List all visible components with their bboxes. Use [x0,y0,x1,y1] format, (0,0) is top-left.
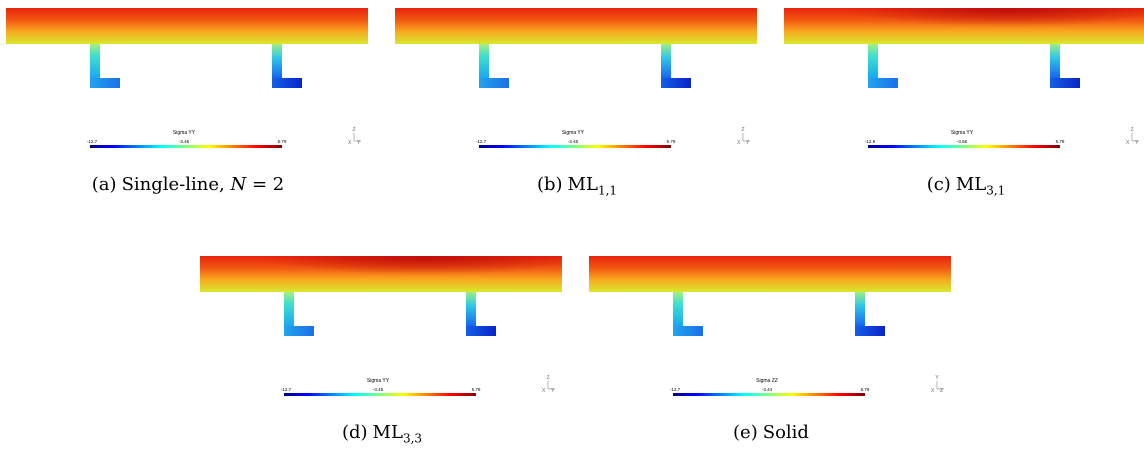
panel-caption: (a) Single-line, N = 2 [0,174,376,195]
panel-label: (a) [91,174,117,195]
axis-right-label: Z [940,388,943,394]
panel-caption: (d) ML3,3 [194,422,570,446]
colorbar [868,145,1060,148]
left-support [673,292,703,336]
colorbar-max-label: 5.79 [861,387,870,392]
slab [6,8,368,44]
left-support [479,44,509,88]
slab-stress-hotspot [200,256,562,292]
contour-plot: Sigma YY -12.7 -3.45 5.79 Z Y X [395,8,757,148]
slab [589,256,951,292]
colorbar-mid-label: -3.45 [179,139,190,144]
colorbar-mid-label: -3.56 [957,139,968,144]
colorbar-mid-label: -3.45 [568,139,579,144]
axis-corner-label: X [542,388,546,394]
panel-label: (e) [733,422,758,443]
right-support [661,44,691,88]
axis-triad [742,133,750,142]
left-support [90,44,120,88]
axis-up-label: Y [935,375,939,381]
axis-right-label: Y [1135,140,1139,146]
colorbar-title: Sigma YY [562,130,585,136]
right-support [855,292,885,336]
axis-triad [936,381,944,390]
colorbar-max-label: 5.79 [1056,139,1065,144]
panel-caption: (e) Solid [583,422,959,443]
panel-caption-text: ML3,3 [372,422,423,446]
right-support [272,44,302,88]
figure-panel-b: Sigma YY -12.7 -3.45 5.79 Z Y X (b) ML1,1 [389,0,765,210]
panel-caption-text: Solid [762,422,809,443]
colorbar-min-label: -12.7 [281,387,292,392]
panel-caption: (b) ML1,1 [389,174,765,198]
colorbar-title: Sigma YY [951,130,974,136]
figure-panel-c: Sigma YY -12.9 -3.56 5.79 Z Y X (c) ML3,1 [778,0,1144,210]
panel-caption-text: ML1,1 [567,174,618,198]
axis-corner-label: X [348,140,352,146]
contour-plot: Sigma ZZ -12.7 -3.44 5.79 Y Z X [589,256,951,396]
panel-caption-text: ML3,1 [955,174,1006,198]
colorbar-max-label: 5.79 [667,139,676,144]
colorbar-max-label: 5.79 [472,387,481,392]
left-support [868,44,898,88]
axis-up-label: Z [741,127,744,133]
colorbar-title: Sigma YY [367,378,390,384]
colorbar-min-label: -12.9 [865,139,876,144]
colorbar [479,145,671,148]
figure-panel-d: Sigma YY -12.7 -3.45 5.79 Z Y X (d) ML3,3 [194,248,570,458]
colorbar-mid-label: -3.44 [762,387,773,392]
axis-up-label: Z [352,127,355,133]
axis-corner-label: X [737,140,741,146]
contour-plot: Sigma YY -12.7 -3.45 5.79 Z Y X [200,256,562,396]
contour-plot: Sigma YY -12.7 -3.45 5.79 Z Y X [6,8,368,148]
right-support [466,292,496,336]
axis-right-label: Y [357,140,361,146]
axis-corner-label: X [1126,140,1130,146]
colorbar [673,393,865,396]
figure-panel-a: Sigma YY -12.7 -3.45 5.79 Z Y X (a) Singl… [0,0,376,210]
colorbar-min-label: -12.7 [87,139,98,144]
colorbar [90,145,282,148]
axis-corner-label: X [931,388,935,394]
right-support [1050,44,1080,88]
panel-label: (c) [926,174,951,195]
colorbar-title: Sigma YY [173,130,196,136]
panel-caption: (c) ML3,1 [778,174,1144,198]
panel-label: (b) [536,174,563,195]
colorbar [284,393,476,396]
axis-triad [1131,133,1139,142]
axis-up-label: Z [546,375,549,381]
axis-right-label: Y [551,388,555,394]
axis-up-label: Z [1130,127,1133,133]
left-support [284,292,314,336]
panel-label: (d) [341,422,368,443]
colorbar-min-label: -12.7 [670,387,681,392]
colorbar-min-label: -12.7 [476,139,487,144]
axis-right-label: Y [746,140,750,146]
colorbar-max-label: 5.79 [278,139,287,144]
slab-stress-hotspot [784,8,1144,44]
colorbar-title: Sigma ZZ [756,378,778,384]
panel-caption-text: Single-line, N = 2 [121,174,285,195]
slab [395,8,757,44]
figure-panel-e: Sigma ZZ -12.7 -3.44 5.79 Y Z X (e) Solid [583,248,959,458]
axis-triad [353,133,361,142]
contour-plot: Sigma YY -12.9 -3.56 5.79 Z Y X [784,8,1144,148]
axis-triad [547,381,555,390]
colorbar-mid-label: -3.45 [373,387,384,392]
